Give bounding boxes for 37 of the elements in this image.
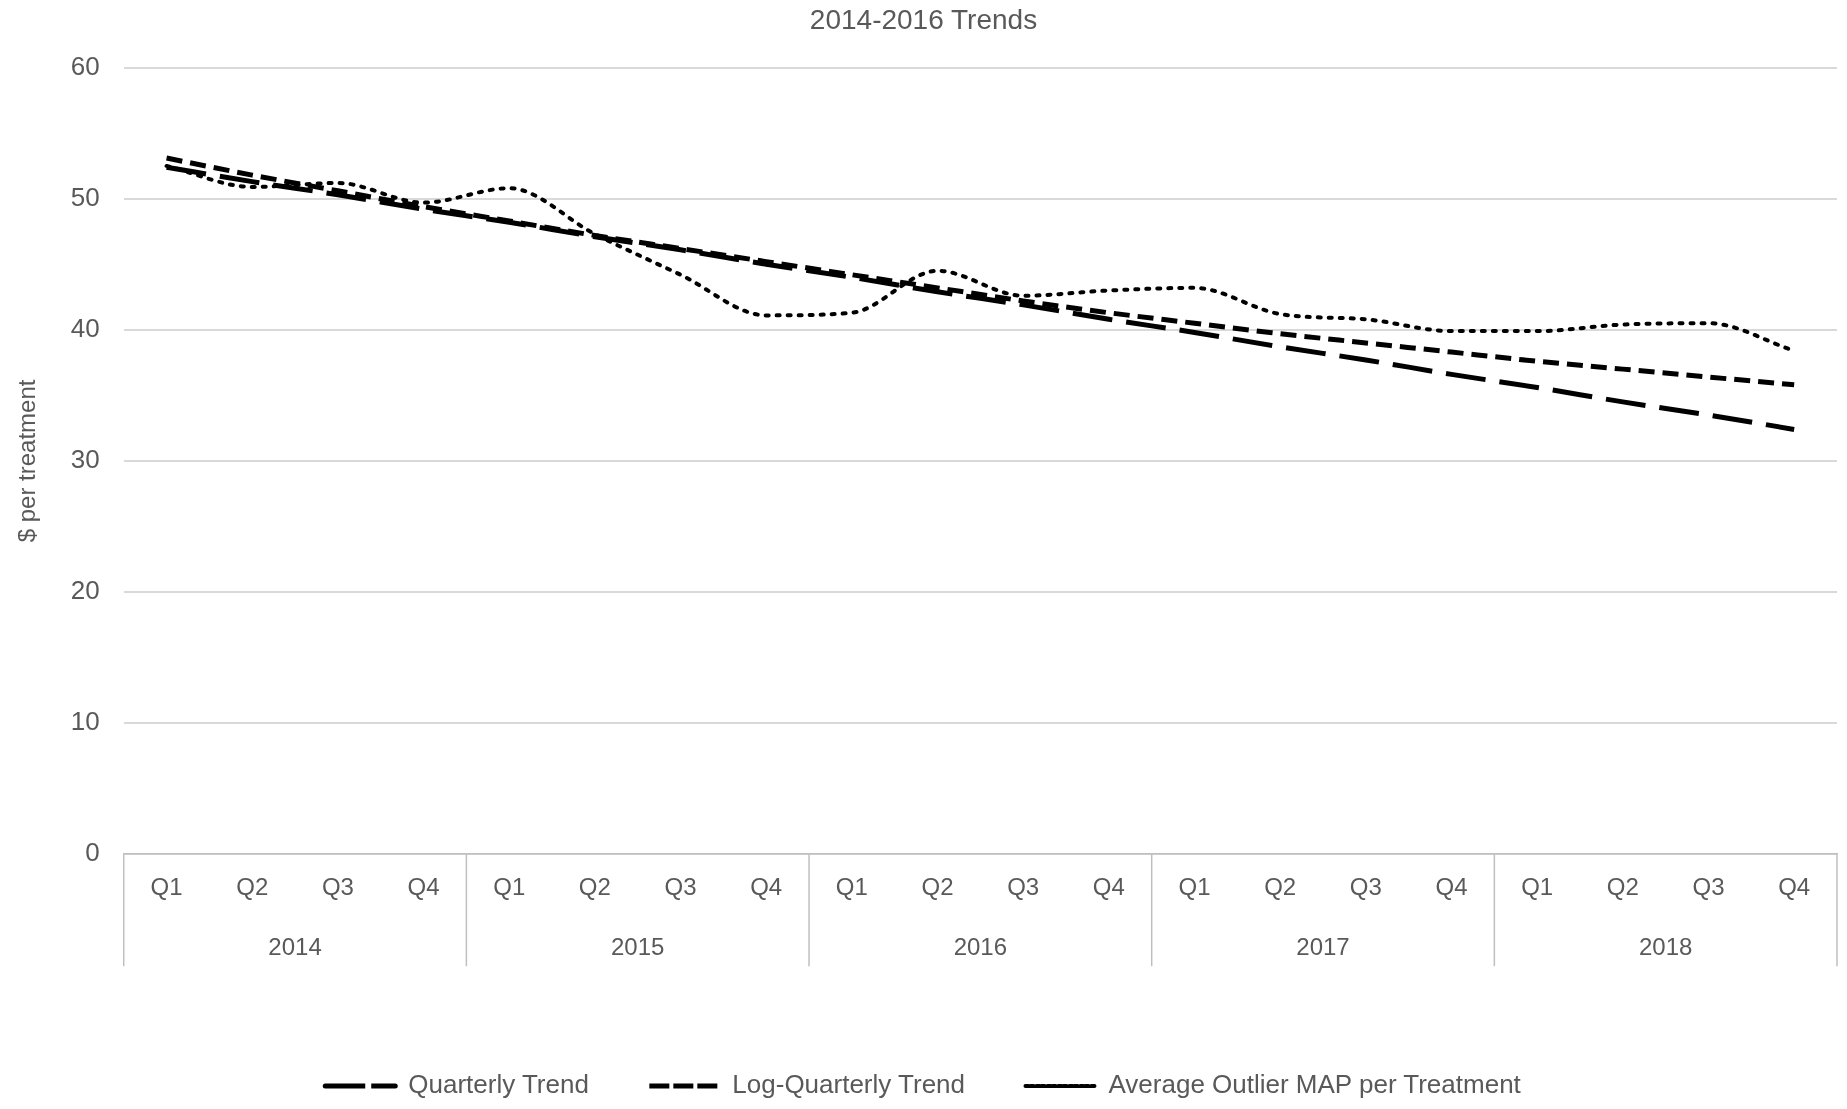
x-tick-label: Q1 xyxy=(493,873,526,901)
y-tick-label: 40 xyxy=(70,312,100,343)
y-tick-label: 60 xyxy=(70,50,100,81)
x-tick-label: Q2 xyxy=(921,873,954,901)
text: 2014 xyxy=(268,932,322,960)
legend-label: Average Outlier MAP per Treatment xyxy=(1108,1069,1522,1100)
x-tick-label: Q3 xyxy=(321,873,354,901)
text: 2016 xyxy=(953,932,1008,960)
x-tick-label: Q1 xyxy=(150,873,183,901)
x-tick-label: Q1 xyxy=(835,873,868,901)
x-tick-label: Q1 xyxy=(1178,873,1211,901)
x-tick-label: Q4 xyxy=(1092,873,1125,901)
x-tick-label: Q2 xyxy=(578,873,611,901)
x-tick-label: Q3 xyxy=(664,873,697,901)
x-tick-label: Q4 xyxy=(407,873,440,901)
y-axis-title: $ per treatment xyxy=(13,379,41,543)
legend-label: Quarterly Trend xyxy=(408,1069,589,1100)
y-tick-label: 50 xyxy=(70,181,100,212)
x-tick-label: Q3 xyxy=(1349,873,1382,901)
chart-title: 2014-2016 Trends xyxy=(809,3,1038,35)
x-tick-label: Q3 xyxy=(1007,873,1040,901)
text: 2017 xyxy=(1296,932,1350,960)
y-tick-label: 0 xyxy=(85,837,100,868)
x-tick-label: Q2 xyxy=(236,873,269,901)
x-tick-label: Q2 xyxy=(1264,873,1297,901)
x-tick-label: Q3 xyxy=(1692,873,1725,901)
x-tick-label: Q1 xyxy=(1521,873,1554,901)
y-tick-label: 10 xyxy=(70,706,100,737)
x-tick-label: Q2 xyxy=(1606,873,1639,901)
x-tick-label: Q4 xyxy=(750,873,783,901)
x-tick-label: Q4 xyxy=(1778,873,1811,901)
legend-label: Log-Quarterly Trend xyxy=(732,1069,966,1100)
y-tick-label: 30 xyxy=(70,444,100,475)
text: 2018 xyxy=(1638,932,1693,960)
y-tick-label: 20 xyxy=(70,575,100,606)
x-tick-label: Q4 xyxy=(1435,873,1468,901)
text: 2015 xyxy=(611,932,665,960)
